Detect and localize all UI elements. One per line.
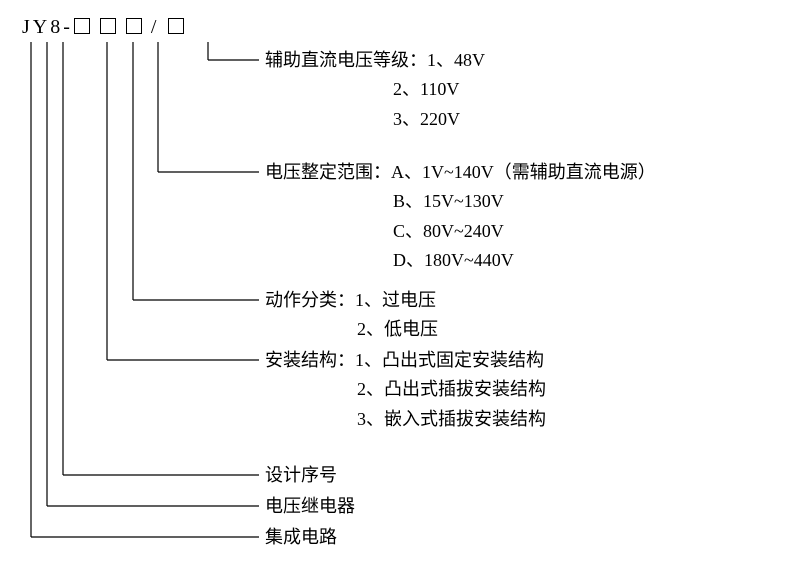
callout-label: 电压继电器 [265, 495, 355, 518]
callout-4: 设计序号 [265, 464, 337, 487]
callout-label: 电压整定范围：A、1V~140V（需辅助直流电源） [265, 161, 656, 184]
callout-option: B、15V~130V [265, 190, 656, 213]
callout-6: 集成电路 [265, 526, 337, 549]
callout-label: 集成电路 [265, 526, 337, 549]
callout-5: 电压继电器 [265, 495, 355, 518]
callout-label: 设计序号 [265, 464, 337, 487]
callout-option: C、80V~240V [265, 220, 656, 243]
callout-2: 动作分类：1、过电压 2、低电压 [265, 289, 438, 342]
callout-label: 安装结构：1、凸出式固定安装结构 [265, 349, 546, 372]
callout-option: D、180V~440V [265, 249, 656, 272]
callout-option: 2、低电压 [265, 318, 438, 341]
callout-label: 辅助直流电压等级：1、48V [265, 49, 485, 72]
callout-label: 动作分类：1、过电压 [265, 289, 438, 312]
callout-0: 辅助直流电压等级：1、48V 2、110V 3、220V [265, 49, 485, 131]
callout-1: 电压整定范围：A、1V~140V（需辅助直流电源） B、15V~130V C、80V… [265, 161, 656, 273]
callout-option: 2、110V [265, 78, 485, 101]
callout-option: 2、凸出式插拔安装结构 [265, 378, 546, 401]
callout-option: 3、嵌入式插拔安装结构 [265, 408, 546, 431]
callout-option: 3、220V [265, 108, 485, 131]
callout-3: 安装结构：1、凸出式固定安装结构 2、凸出式插拔安装结构 3、嵌入式插拔安装结构 [265, 349, 546, 431]
